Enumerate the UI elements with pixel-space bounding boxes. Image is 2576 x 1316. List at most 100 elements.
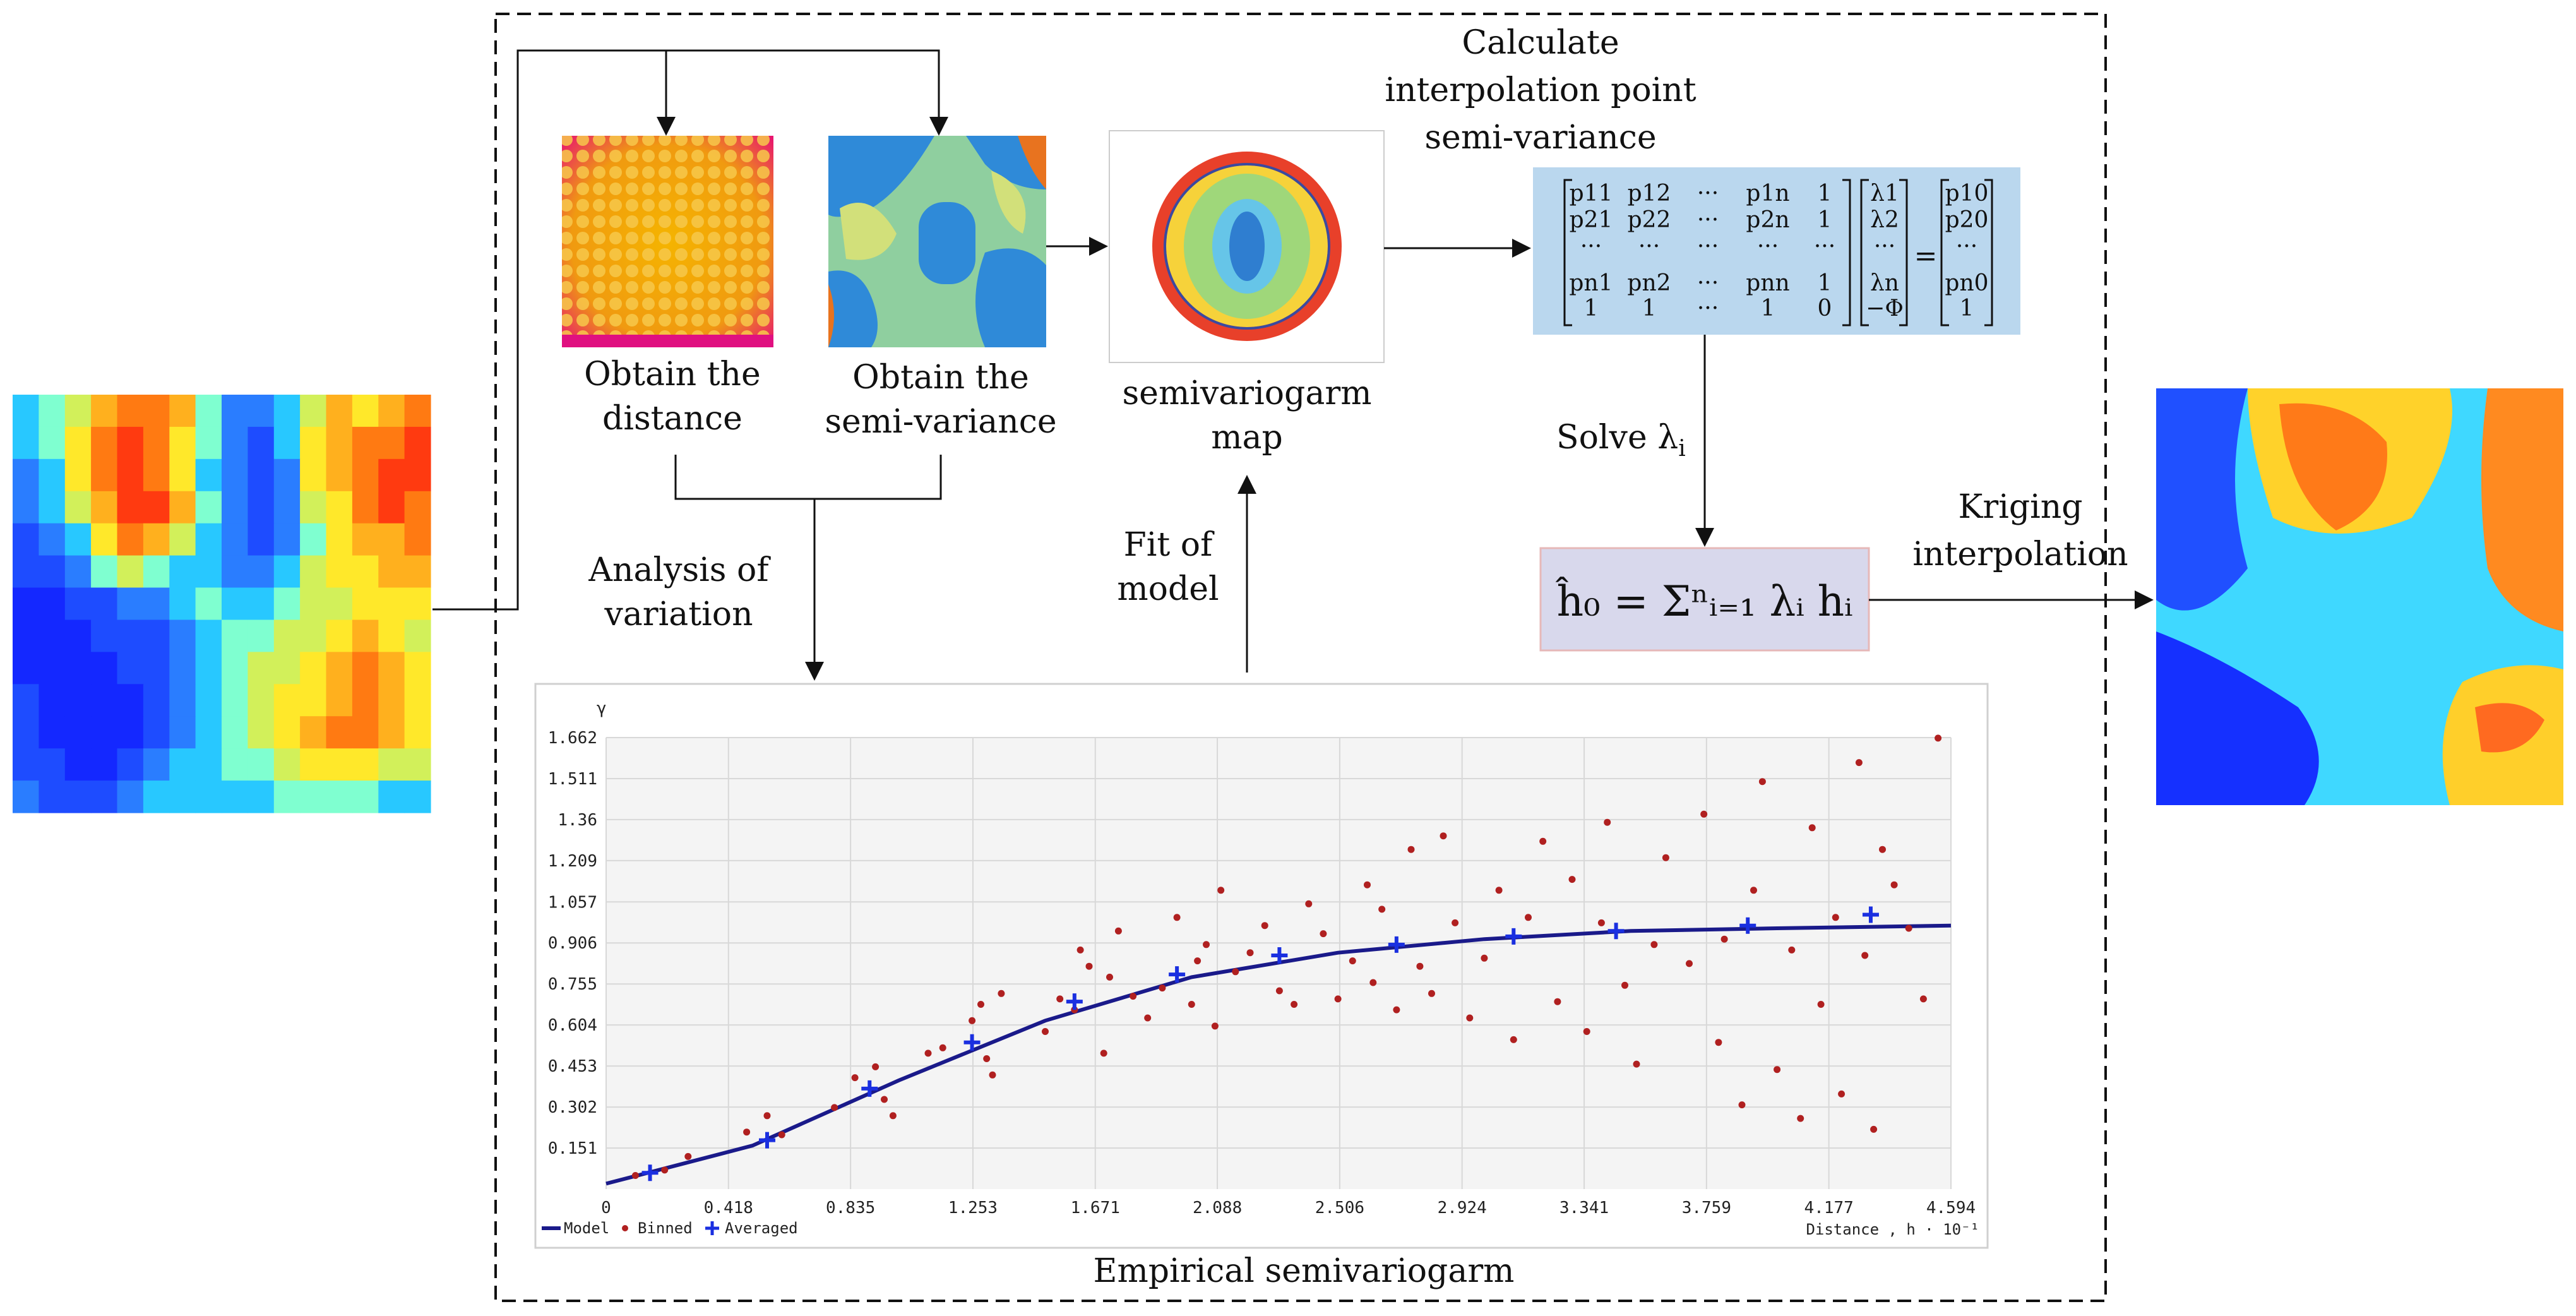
raster-cell bbox=[117, 748, 144, 781]
matrix-cell: ··· bbox=[1580, 234, 1602, 260]
binned-point bbox=[1568, 876, 1576, 883]
raster-cell bbox=[13, 523, 39, 556]
raster-cell bbox=[273, 716, 301, 749]
raster-cell bbox=[143, 491, 170, 524]
raster-cell bbox=[117, 652, 144, 685]
binned-point bbox=[661, 1166, 669, 1174]
binned-point bbox=[1919, 995, 1927, 1003]
binned-point bbox=[1378, 906, 1386, 913]
raster-cell bbox=[143, 748, 170, 781]
label-kriging-2: interpolation bbox=[1912, 535, 2128, 573]
rhs-cell: pn0 bbox=[1945, 270, 1988, 296]
raster-cell bbox=[247, 781, 275, 813]
raster-cell bbox=[300, 587, 327, 620]
x-tick-label: 0.835 bbox=[826, 1199, 875, 1217]
label-analysis-2: variation bbox=[604, 595, 753, 633]
binned-point bbox=[1106, 973, 1113, 981]
raster-cell bbox=[169, 619, 196, 652]
raster-cell bbox=[273, 684, 301, 717]
binned-point bbox=[1797, 1115, 1804, 1122]
kriging-output-image bbox=[2156, 388, 2563, 805]
raster-cell bbox=[247, 458, 275, 492]
label-empirical: Empirical semivariogarm bbox=[1094, 1252, 1515, 1290]
x-tick-label: 3.341 bbox=[1559, 1199, 1609, 1217]
raster-cell bbox=[222, 491, 248, 524]
raster-cell bbox=[64, 395, 92, 428]
raster-cell bbox=[195, 619, 222, 652]
raster-cell bbox=[378, 587, 405, 620]
raster-cell bbox=[117, 426, 144, 460]
raster-cell bbox=[143, 458, 170, 492]
binned-point bbox=[1525, 914, 1532, 921]
averaged-point bbox=[1169, 966, 1186, 983]
raster-cell bbox=[404, 684, 431, 717]
raster-cell bbox=[64, 781, 92, 813]
raster-cell bbox=[352, 426, 379, 460]
x-tick-label: 2.924 bbox=[1438, 1199, 1487, 1217]
raster-cell bbox=[404, 458, 431, 492]
raster-cell bbox=[13, 781, 39, 813]
x-tick-label: 0.418 bbox=[704, 1199, 753, 1217]
raster-cell bbox=[39, 491, 66, 524]
raster-cell bbox=[404, 523, 431, 556]
raster-cell bbox=[143, 523, 170, 556]
averaged-point bbox=[861, 1080, 878, 1097]
binned-point bbox=[1334, 995, 1342, 1003]
raster-cell bbox=[117, 619, 144, 652]
label-semivariogram-map-1: semivariogarm bbox=[1122, 374, 1371, 412]
raster-cell bbox=[117, 395, 144, 428]
raster-cell bbox=[300, 426, 327, 460]
raster-cell bbox=[39, 426, 66, 460]
binned-point bbox=[778, 1131, 785, 1139]
raster-cell bbox=[273, 523, 301, 556]
raster-cell bbox=[91, 716, 118, 749]
raster-cell bbox=[64, 426, 92, 460]
binned-point bbox=[1650, 941, 1658, 948]
matrix-cell: p1n bbox=[1746, 181, 1789, 206]
semivariance-image bbox=[828, 136, 1046, 347]
matrix-cell: ··· bbox=[1757, 234, 1779, 260]
raster-cell bbox=[91, 781, 118, 813]
binned-point bbox=[1349, 957, 1356, 965]
label-kriging-1: Kriging bbox=[1958, 488, 2082, 526]
label-fit-2: model bbox=[1117, 570, 1219, 608]
raster-cell bbox=[378, 395, 405, 428]
rhs-cell: ··· bbox=[1956, 234, 1977, 260]
raster-cell bbox=[378, 716, 405, 749]
matrix-cell: ··· bbox=[1814, 234, 1835, 260]
label-obtain-distance-2: distance bbox=[602, 400, 742, 438]
y-tick-label: 0.151 bbox=[548, 1139, 597, 1158]
averaged-point bbox=[1388, 936, 1405, 953]
matrix-cell: ··· bbox=[1697, 181, 1719, 206]
binned-point bbox=[1788, 946, 1796, 954]
raster-cell bbox=[404, 652, 431, 685]
raster-cell bbox=[195, 781, 222, 813]
raster-cell bbox=[352, 748, 379, 781]
y-tick-label: 0.604 bbox=[548, 1016, 597, 1035]
raster-cell bbox=[300, 523, 327, 556]
raster-cell bbox=[352, 781, 379, 813]
raster-cell bbox=[13, 684, 39, 717]
raster-cell bbox=[378, 523, 405, 556]
raster-cell bbox=[13, 555, 39, 589]
raster-cell bbox=[300, 491, 327, 524]
y-tick-label: 1.209 bbox=[548, 852, 597, 871]
label-fit-1: Fit of bbox=[1124, 526, 1215, 564]
binned-point bbox=[1369, 979, 1377, 986]
raster-cell bbox=[247, 619, 275, 652]
binned-point bbox=[1890, 881, 1898, 888]
matrix-cell: 1 bbox=[1642, 296, 1657, 321]
raster-cell bbox=[352, 619, 379, 652]
matrix-cell: ··· bbox=[1697, 207, 1719, 233]
semivariogram-map-image bbox=[1109, 130, 1385, 363]
binned-point bbox=[1583, 1028, 1590, 1035]
raster-cell bbox=[222, 716, 248, 749]
lambda-cell: ··· bbox=[1874, 234, 1895, 260]
matrix-cell: p12 bbox=[1628, 181, 1671, 206]
raster-cell bbox=[222, 748, 248, 781]
binned-point bbox=[1481, 954, 1488, 962]
y-tick-label: 1.36 bbox=[558, 811, 597, 830]
averaged-point bbox=[759, 1132, 776, 1149]
raster-cell bbox=[195, 587, 222, 620]
